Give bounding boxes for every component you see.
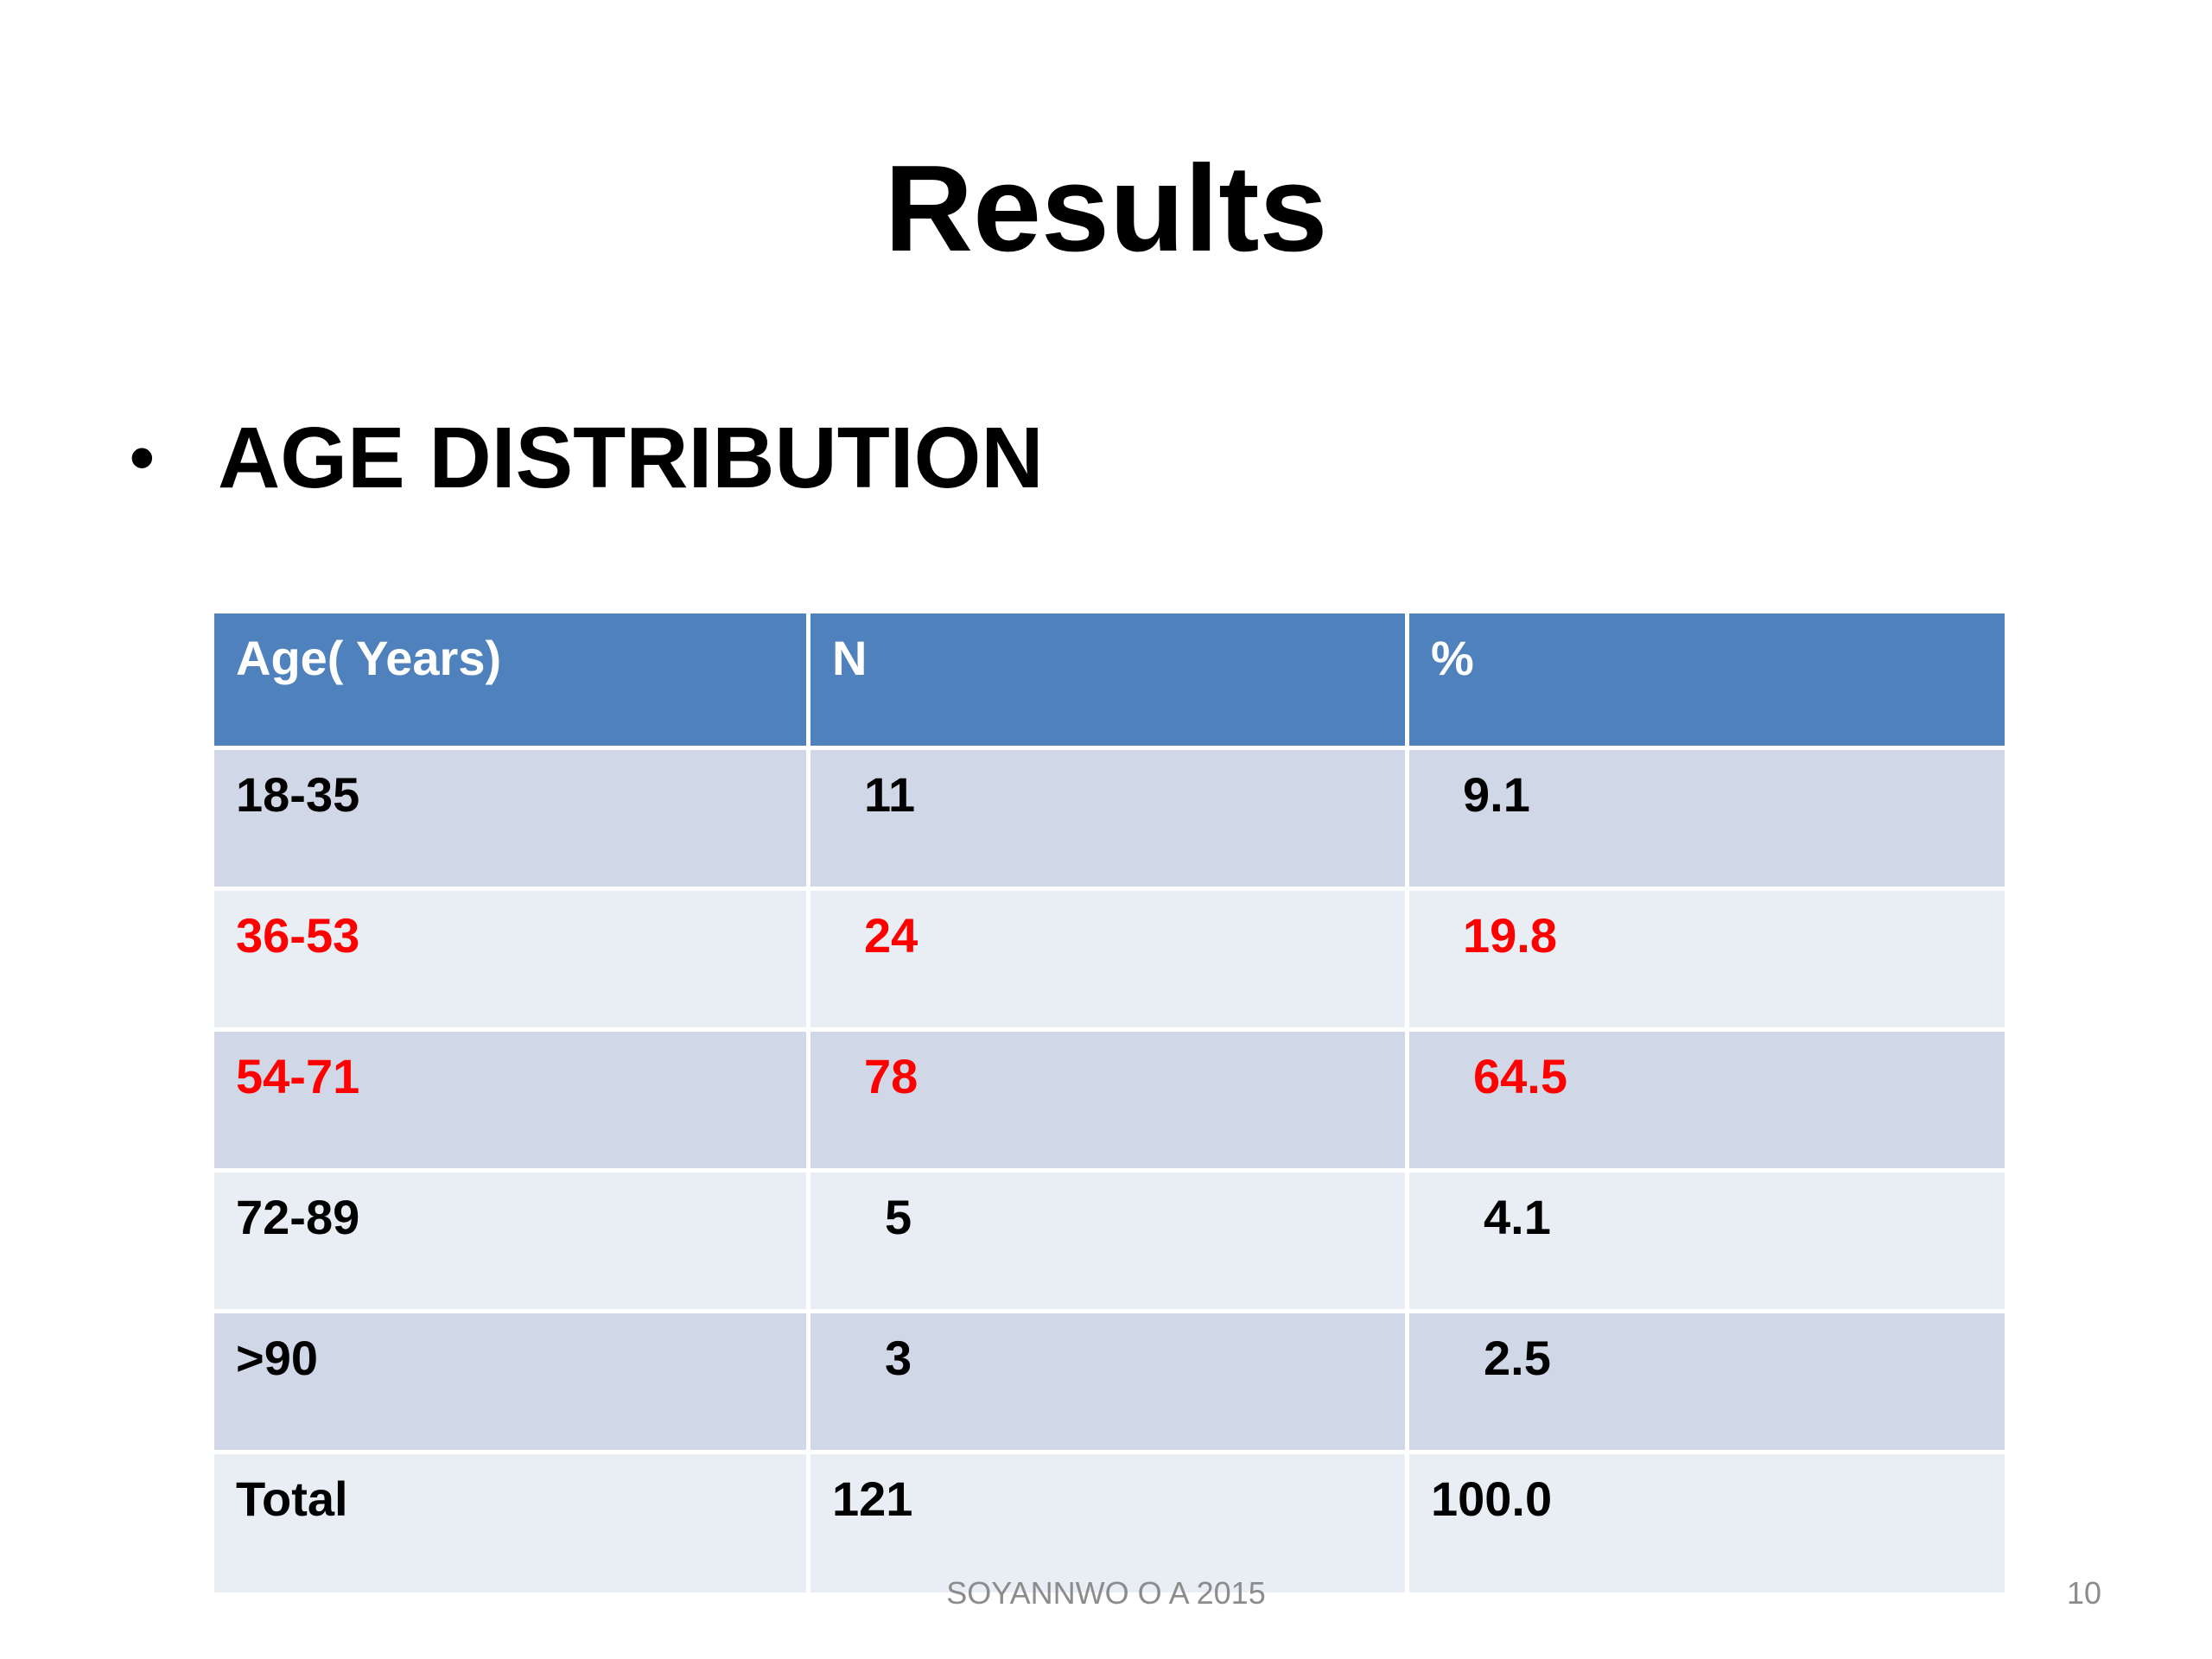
table-total-row: Total 121 100.0 (210, 1450, 2009, 1597)
cell-n: 78 (806, 1027, 1409, 1173)
cell-age: 54-71 (210, 1027, 810, 1173)
bullet-item: • AGE DISTRIBUTION (130, 406, 1044, 510)
cell-n: 11 (806, 746, 1409, 891)
bullet-text: AGE DISTRIBUTION (218, 410, 1044, 506)
page-number: 10 (2066, 1575, 2101, 1611)
cell-age: 36-53 (210, 887, 810, 1032)
cell-n: 5 (806, 1168, 1409, 1313)
table-row: 36-53 24 19.8 (210, 887, 2009, 1032)
cell-age: 18-35 (210, 746, 810, 891)
cell-percent: 4.1 (1405, 1168, 2009, 1313)
cell-percent: 9.1 (1405, 746, 2009, 891)
cell-n: 24 (806, 887, 1409, 1032)
table-row: 72-89 5 4.1 (210, 1168, 2009, 1313)
cell-total-label: Total (210, 1450, 810, 1597)
table-header-row: Age( Years) N % (210, 609, 2009, 750)
cell-total-percent: 100.0 (1405, 1450, 2009, 1597)
cell-percent: 64.5 (1405, 1027, 2009, 1173)
cell-percent: 19.8 (1405, 887, 2009, 1032)
header-percent: % (1405, 609, 2009, 750)
table-row: 18-35 11 9.1 (210, 746, 2009, 891)
cell-percent: 2.5 (1405, 1309, 2009, 1454)
age-distribution-table: Age( Years) N % 18-35 11 9.1 36-53 24 19… (210, 609, 2009, 1597)
cell-age: >90 (210, 1309, 810, 1454)
slide-title: Results (884, 140, 1328, 277)
cell-n: 3 (806, 1309, 1409, 1454)
header-age: Age( Years) (210, 609, 810, 750)
table-row: 54-71 78 64.5 (210, 1027, 2009, 1173)
slide-footer: SOYANNWO O A 2015 (946, 1575, 1266, 1611)
header-n: N (806, 609, 1409, 750)
cell-total-n: 121 (806, 1450, 1409, 1597)
bullet-dot-icon: • (130, 418, 155, 497)
table-row: >90 3 2.5 (210, 1309, 2009, 1454)
cell-age: 72-89 (210, 1168, 810, 1313)
